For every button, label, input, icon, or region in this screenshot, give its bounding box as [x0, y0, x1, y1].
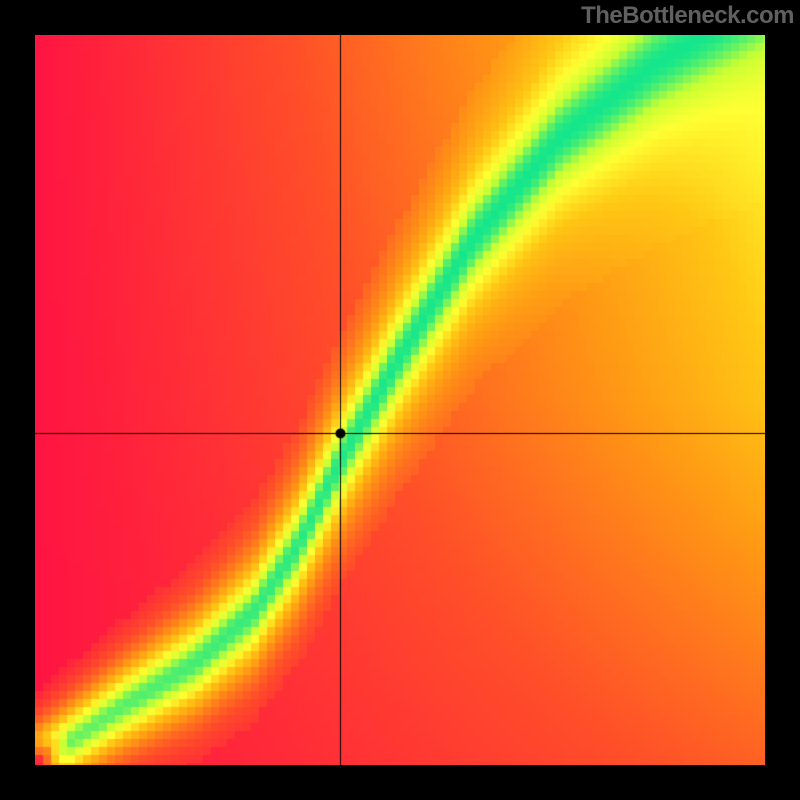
heatmap-canvas [35, 35, 765, 765]
watermark-text: TheBottleneck.com [581, 2, 794, 30]
chart-container: TheBottleneck.com [0, 0, 800, 800]
